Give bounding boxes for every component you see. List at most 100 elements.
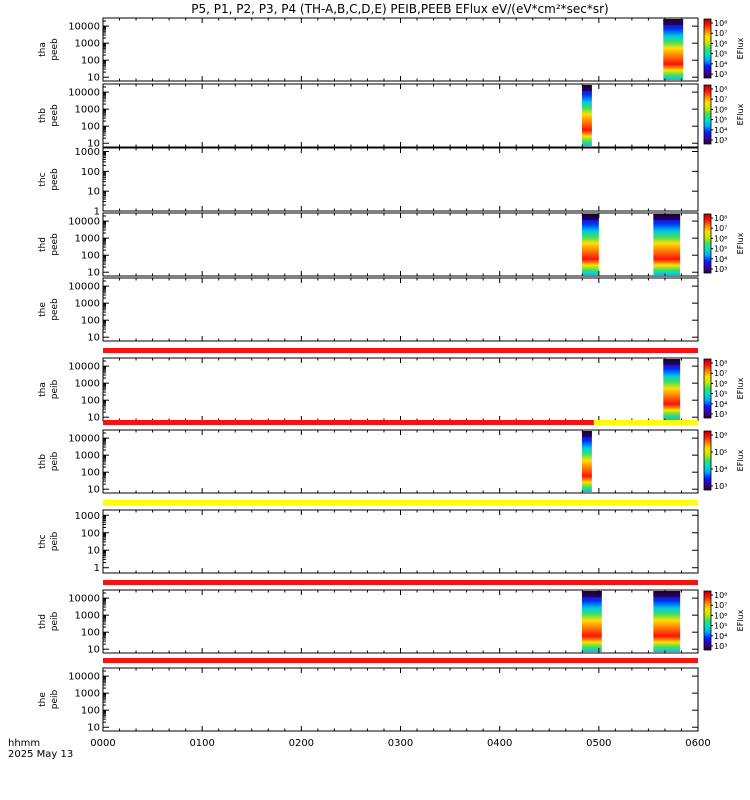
- y-tick-label-thc-peeb-1: 1: [94, 207, 100, 218]
- panel-frame-thb-peeb: [102, 83, 699, 148]
- y-tick-label-tha-peib-1000: 1000: [75, 379, 100, 390]
- colorbar-tick-label-thd-peeb-4: 10⁴: [714, 255, 727, 264]
- status-bar-the-peib-0: [103, 658, 698, 663]
- y-tick-label-the-peeb-100: 100: [81, 316, 100, 327]
- panel-label-the-peib-type: peib: [50, 689, 60, 709]
- data-block-thd-peeb-0: [581, 214, 599, 275]
- y-tick-label-thc-peib-10: 10: [87, 546, 100, 557]
- colorbar-tick-label-tha-peib-2: 10⁶: [714, 379, 727, 388]
- panel-frame-tha-peib: [102, 357, 699, 422]
- y-tick-label-the-peeb-10000: 10000: [68, 282, 100, 293]
- data-block-top-thb-peib-0: [581, 431, 592, 437]
- y-tick-label-tha-peib-10000: 10000: [68, 362, 100, 373]
- colorbar-tick-label-thd-peib-1: 10⁷: [714, 601, 727, 610]
- y-tick-label-thb-peeb-10: 10: [87, 139, 100, 150]
- y-tick-label-thd-peeb-1000: 1000: [75, 234, 100, 245]
- y-tick-label-thb-peib-10: 10: [87, 485, 100, 496]
- panel-label-tha-peeb-type: peeb: [50, 38, 60, 61]
- colorbar-thd-peib: [703, 590, 712, 651]
- colorbar-tick-label-tha-peib-5: 10³: [714, 410, 727, 419]
- colorbar-tick-label-thb-peeb-3: 10⁵: [714, 116, 727, 125]
- colorbar-tick-label-tha-peeb-0: 10⁸: [714, 19, 727, 28]
- status-bar-thd-peib-0: [103, 580, 698, 585]
- colorbar-tick-label-thb-peib-3: 10³: [714, 482, 727, 491]
- panel-label-tha-peib-probe: tha: [38, 382, 48, 397]
- y-tick-label-the-peib-100: 100: [81, 706, 100, 717]
- colorbar-tick-label-thb-peib-2: 10⁴: [714, 465, 727, 474]
- panel-frame-tha-peeb: [102, 17, 699, 82]
- y-tick-label-thb-peib-100: 100: [81, 468, 100, 479]
- colorbar-title-thb-peeb: EFlux: [736, 103, 745, 125]
- status-bar-thc-peib-0: [103, 500, 698, 505]
- y-tick-label-thd-peeb-10000: 10000: [68, 217, 100, 228]
- y-tick-label-thc-peib-1000: 1000: [75, 511, 100, 522]
- y-tick-label-thb-peeb-10000: 10000: [68, 88, 100, 99]
- colorbar-title-tha-peib: EFlux: [736, 377, 745, 399]
- panel-label-thd-peib-type: peib: [50, 611, 60, 631]
- y-tick-label-tha-peeb-100: 100: [81, 56, 100, 67]
- colorbar-thb-peeb: [703, 84, 712, 145]
- colorbar-tick-label-thb-peeb-2: 10⁶: [714, 105, 727, 114]
- y-tick-label-the-peib-10000: 10000: [68, 672, 100, 683]
- panel-label-tha-peib-type: peib: [50, 379, 60, 399]
- colorbar-tick-label-tha-peib-4: 10⁴: [714, 400, 727, 409]
- colorbar-title-thb-peib: EFlux: [736, 449, 745, 471]
- colorbar-tick-label-thd-peeb-3: 10⁵: [714, 245, 727, 254]
- panel-label-thd-peib-probe: thd: [38, 614, 48, 629]
- colorbar-tick-label-tha-peib-1: 10⁷: [714, 369, 727, 378]
- y-tick-label-the-peib-10: 10: [87, 723, 100, 734]
- y-tick-label-thb-peib-10000: 10000: [68, 434, 100, 445]
- y-tick-label-thd-peeb-10: 10: [87, 268, 100, 279]
- data-block-tha-peeb-0: [663, 19, 684, 80]
- data-block-top-thd-peib-0: [581, 591, 602, 597]
- colorbar-tick-label-thb-peib-1: 10⁵: [714, 448, 727, 457]
- colorbar-tick-label-thd-peeb-5: 10³: [714, 265, 727, 274]
- data-block-top-tha-peeb-0: [663, 19, 684, 25]
- panel-label-thc-peeb-probe: thc: [38, 172, 48, 186]
- colorbar-tha-peeb: [703, 18, 712, 79]
- y-tick-label-the-peeb-10: 10: [87, 333, 100, 344]
- y-tick-label-thc-peib-1: 1: [94, 563, 100, 574]
- y-tick-label-tha-peeb-10: 10: [87, 73, 100, 84]
- colorbar-tick-label-tha-peib-3: 10⁵: [714, 390, 727, 399]
- colorbar-tick-label-thd-peib-5: 10³: [714, 642, 727, 651]
- x-tick-label-0600: 0600: [685, 738, 710, 749]
- data-block-thd-peeb-1: [653, 214, 681, 275]
- panel-label-the-peeb-type: peeb: [50, 298, 60, 321]
- y-tick-label-tha-peeb-1000: 1000: [75, 39, 100, 50]
- colorbar-tick-label-thd-peeb-1: 10⁷: [714, 224, 727, 233]
- panel-label-thd-peeb-probe: thd: [38, 237, 48, 252]
- colorbar-tick-label-thb-peeb-1: 10⁷: [714, 95, 727, 104]
- colorbar-tick-label-tha-peeb-4: 10⁴: [714, 60, 727, 69]
- y-tick-label-thd-peib-10000: 10000: [68, 594, 100, 605]
- panel-frame-thd-peeb: [102, 212, 699, 277]
- y-tick-label-the-peeb-1000: 1000: [75, 299, 100, 310]
- colorbar-tick-label-tha-peeb-3: 10⁵: [714, 50, 727, 59]
- data-block-thd-peib-0: [581, 591, 602, 652]
- colorbar-tick-label-tha-peeb-2: 10⁶: [714, 39, 727, 48]
- y-tick-label-tha-peeb-10000: 10000: [68, 22, 100, 33]
- data-block-thb-peeb-0: [581, 85, 592, 146]
- status-bar-thb-peib-0: [103, 420, 594, 425]
- x-axis-label-hhmm: hhmm: [8, 738, 40, 749]
- panel-label-thc-peib-probe: thc: [38, 534, 48, 548]
- data-block-top-thd-peib-1: [653, 591, 681, 597]
- colorbar-tha-peib: [703, 358, 712, 419]
- panel-label-the-peib-probe: the: [38, 692, 48, 707]
- panel-frame-the-peib: [102, 667, 699, 732]
- colorbar-tick-label-thb-peib-0: 10⁶: [714, 431, 727, 440]
- colorbar-thd-peeb: [703, 213, 712, 274]
- x-tick-label-0400: 0400: [487, 738, 512, 749]
- data-block-tha-peib-0: [663, 359, 681, 420]
- colorbar-tick-label-thd-peeb-2: 10⁶: [714, 234, 727, 243]
- y-tick-label-thb-peeb-1000: 1000: [75, 105, 100, 116]
- colorbar-tick-label-thb-peeb-5: 10³: [714, 136, 727, 145]
- x-axis: 0000 0100 0200 0300 0400 0500 0600: [90, 738, 710, 749]
- panel-frame-thb-peib: [102, 429, 699, 494]
- panel-label-the-peeb-probe: the: [38, 302, 48, 317]
- data-block-thb-peib-0: [581, 431, 592, 492]
- y-tick-label-thd-peeb-100: 100: [81, 251, 100, 262]
- panel-label-thb-peib-type: peib: [50, 451, 60, 471]
- x-tick-label-0000: 0000: [90, 738, 115, 749]
